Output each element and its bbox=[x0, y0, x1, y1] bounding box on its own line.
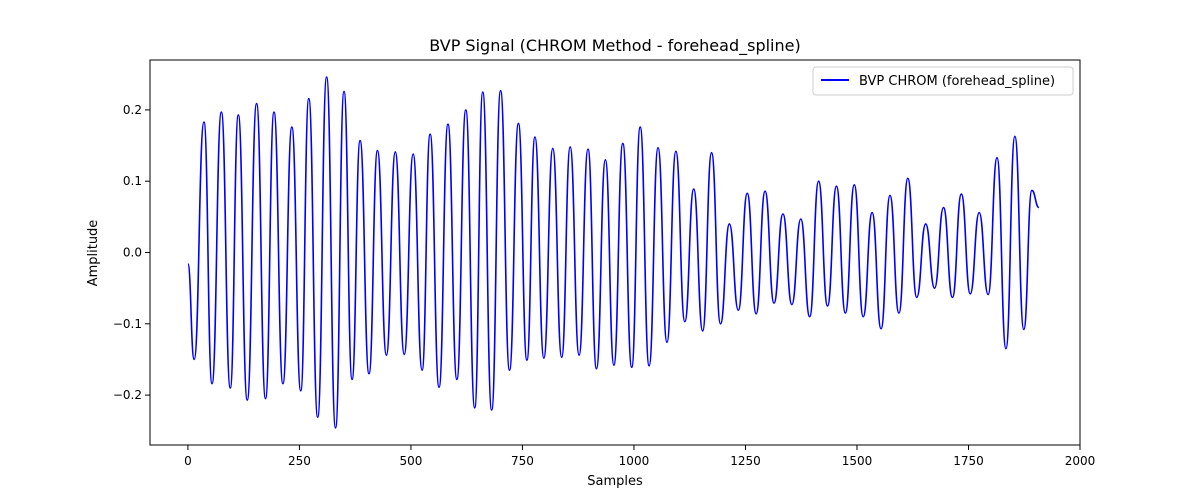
x-tick-label: 1750 bbox=[953, 454, 984, 468]
x-tick-label: 1000 bbox=[619, 454, 650, 468]
plot-frame bbox=[149, 59, 1081, 446]
chart-title: BVP Signal (CHROM Method - forehead_spli… bbox=[429, 36, 800, 56]
legend-label: BVP CHROM (forehead_spline) bbox=[859, 74, 1055, 89]
y-axis: −0.2 −0.1 0.0 0.1 0.2 bbox=[113, 103, 150, 402]
x-axis-label: Samples bbox=[587, 474, 643, 489]
y-tick-label: 0.0 bbox=[123, 246, 142, 260]
y-tick-label: −0.2 bbox=[113, 388, 142, 402]
legend-box bbox=[812, 66, 1074, 96]
plot-area bbox=[187, 76, 1040, 429]
x-axis: 0 250 500 750 1000 1250 1500 1750 2000 bbox=[184, 445, 1095, 468]
x-tick-label: 250 bbox=[288, 454, 311, 468]
x-tick-label: 500 bbox=[399, 454, 422, 468]
y-tick-label: 0.1 bbox=[123, 174, 142, 188]
y-axis-label: Amplitude bbox=[86, 220, 101, 287]
x-tick-label: 1250 bbox=[730, 454, 761, 468]
legend: BVP CHROM (forehead_spline) bbox=[812, 66, 1074, 96]
y-tick-label: 0.2 bbox=[123, 103, 142, 117]
y-tick-label: −0.1 bbox=[113, 317, 142, 331]
x-tick-label: 2000 bbox=[1065, 454, 1096, 468]
x-tick-label: 750 bbox=[511, 454, 534, 468]
series-line bbox=[187, 76, 1040, 429]
x-tick-label: 0 bbox=[184, 454, 192, 468]
x-tick-label: 1500 bbox=[842, 454, 873, 468]
